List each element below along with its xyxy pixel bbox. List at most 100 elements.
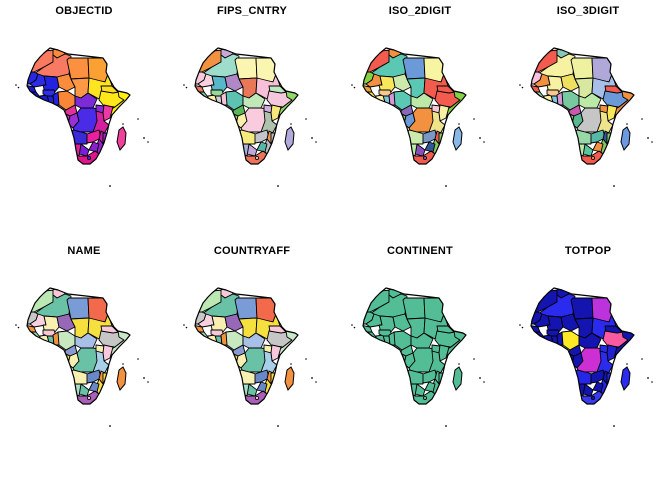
panel-iso-2digit: ISO_2DIGIT <box>336 0 504 240</box>
small-island-dot-5 <box>651 141 653 143</box>
panel-title: COUNTRYAFF <box>213 245 291 257</box>
small-island-dot-3 <box>641 118 643 120</box>
mainland-regions <box>27 288 130 404</box>
region-libya <box>234 297 258 320</box>
region-madagascar <box>452 366 463 391</box>
region-burkina_faso <box>546 329 561 337</box>
region-tanzania <box>260 110 278 135</box>
region-sierra_leone <box>195 97 203 107</box>
small-island-dot-2 <box>626 123 628 125</box>
small-island-dot-6 <box>109 185 111 187</box>
small-island-dot-0 <box>183 324 185 326</box>
panel-totpop: TOTPOP <box>504 240 672 480</box>
panel-countryaff: COUNTRYAFF <box>168 240 336 480</box>
panel-title: TOTPOP <box>564 245 612 257</box>
small-island-dot-3 <box>473 118 475 120</box>
region-burkina_faso <box>210 329 225 337</box>
region-zimbabwe <box>88 141 100 153</box>
small-island-dot-3 <box>641 358 643 360</box>
small-island-dot-1 <box>185 326 188 329</box>
region-lesotho <box>255 155 260 160</box>
africa-map-countryaff <box>183 287 317 427</box>
small-island-dot-3 <box>137 358 139 360</box>
region-lesotho <box>255 395 260 400</box>
panel-title: CONTINENT <box>387 245 453 257</box>
africa-map-fips-cntry <box>183 47 317 187</box>
region-zimbabwe <box>256 141 268 153</box>
region-tanzania <box>92 110 110 135</box>
small-island-dot-0 <box>519 324 521 326</box>
africa-map-totpop <box>519 287 653 427</box>
small-island-dot-4 <box>647 377 649 379</box>
region-lesotho <box>87 155 92 160</box>
small-island-dot-3 <box>137 118 139 120</box>
region-zimbabwe <box>592 381 604 393</box>
small-island-dot-2 <box>458 123 460 125</box>
region-lesotho <box>423 155 428 160</box>
region-lesotho <box>87 395 92 400</box>
africa-map-iso-2digit <box>351 47 485 187</box>
small-island-dot-2 <box>290 363 292 365</box>
region-car <box>242 92 266 109</box>
coastline-outline <box>194 47 299 165</box>
coastline-outline <box>26 47 131 165</box>
small-island-dot-1 <box>353 326 356 329</box>
region-madagascar <box>284 366 295 391</box>
small-island-dot-0 <box>15 84 17 86</box>
coastline-outline <box>362 287 467 405</box>
region-car <box>410 332 434 349</box>
region-sierra_leone <box>27 97 35 107</box>
africa-map-objectid <box>15 47 149 187</box>
region-sierra_leone <box>27 337 35 347</box>
region-burkina_faso <box>42 89 57 97</box>
small-island-dot-3 <box>305 358 307 360</box>
small-island-dot-6 <box>445 185 447 187</box>
panel-title: ISO_3DIGIT <box>556 5 620 17</box>
region-burkina_faso <box>42 329 57 337</box>
panel-title: FIPS_CNTRY <box>216 5 288 17</box>
region-burkina_faso <box>378 89 393 97</box>
region-kenya <box>102 344 114 362</box>
africa-map-iso-3digit <box>519 47 653 187</box>
africa-map-name <box>15 287 149 427</box>
region-tanzania <box>596 350 614 375</box>
small-island-dot-6 <box>109 425 111 427</box>
region-lesotho <box>423 395 428 400</box>
region-car <box>74 332 98 349</box>
panel-fips-cntry: FIPS_CNTRY <box>168 0 336 240</box>
region-madagascar <box>284 126 295 151</box>
panel-title: OBJECTID <box>55 5 113 17</box>
small-island-dot-1 <box>521 86 524 89</box>
mainland-regions <box>531 48 634 164</box>
small-island-dot-0 <box>351 84 353 86</box>
region-lesotho <box>591 155 596 160</box>
small-island-dot-4 <box>479 377 481 379</box>
small-island-dot-6 <box>277 185 279 187</box>
region-car <box>578 92 602 109</box>
region-libya <box>570 297 594 320</box>
region-zimbabwe <box>424 141 436 153</box>
small-island-dot-1 <box>185 86 188 89</box>
small-island-dot-4 <box>311 137 313 139</box>
region-madagascar <box>620 126 631 151</box>
small-island-dot-4 <box>143 377 145 379</box>
small-island-dot-4 <box>143 137 145 139</box>
mainland-regions <box>363 288 466 404</box>
small-island-dot-5 <box>483 141 485 143</box>
small-island-dot-5 <box>147 381 149 383</box>
small-island-dot-3 <box>473 358 475 360</box>
region-zimbabwe <box>424 381 436 393</box>
region-burkina_faso <box>546 89 561 97</box>
small-island-dot-1 <box>17 86 20 89</box>
small-island-dot-5 <box>483 381 485 383</box>
small-island-dot-6 <box>613 185 615 187</box>
coastline-outline <box>530 47 635 165</box>
region-sierra_leone <box>363 97 371 107</box>
coastline-outline <box>362 47 467 165</box>
region-car <box>242 332 266 349</box>
mainland-regions <box>27 48 130 164</box>
small-island-dot-4 <box>311 377 313 379</box>
small-island-dot-3 <box>305 118 307 120</box>
small-island-dot-5 <box>147 141 149 143</box>
region-sierra_leone <box>531 337 539 347</box>
